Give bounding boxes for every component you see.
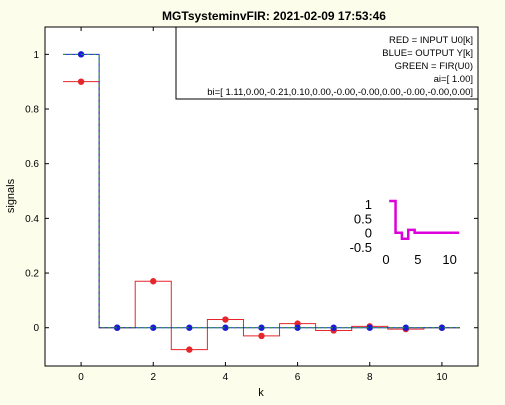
inset-y-tick-label-2: 0 — [365, 226, 372, 241]
annotation-box: RED = INPUT U0[k] BLUE= OUTPUT Y[k] GREE… — [175, 26, 479, 100]
y-axis-label: signals — [5, 178, 17, 213]
inset-x-tick-label-0: 0 — [382, 252, 389, 267]
series-output-point-9 — [402, 324, 410, 331]
series-output-point-2 — [150, 324, 157, 331]
series-output-point-1 — [113, 324, 121, 331]
series-output-point-6 — [294, 324, 301, 331]
series-output-point-8 — [366, 324, 373, 331]
inset-series-stairs — [389, 199, 460, 240]
annotation-line-1: RED = INPUT U0[k] — [389, 35, 473, 46]
y-tick-label-0: 0 — [33, 323, 39, 334]
series-output-point-5 — [258, 324, 265, 331]
x-tick-label-4: 8 — [367, 372, 373, 383]
chart-title: MGTsysteminvFIR: 2021-02-09 17:53:46 — [162, 9, 386, 23]
series-output-point-4 — [222, 324, 229, 331]
annotation-line-4: ai=[ 1.00] — [434, 74, 473, 85]
inset-chart: 10.50-0.50 5 10 — [350, 197, 460, 267]
series-input-point-2 — [150, 278, 157, 285]
annotation-line-2: BLUE= OUTPUT Y[k] — [382, 48, 473, 59]
x-tick-label-2: 4 — [223, 372, 229, 383]
series-output-point-10 — [438, 324, 446, 331]
annotation-box-frame — [175, 26, 479, 100]
inset-x-tick-label-2: 10 — [442, 252, 456, 267]
series-input-point-5 — [258, 332, 265, 340]
series-layer — [63, 51, 460, 353]
x-tick-label-5: 10 — [436, 372, 448, 383]
series-input-point-4 — [222, 316, 229, 323]
y-tick-label-1: 0.2 — [25, 269, 39, 280]
x-tick-label-3: 6 — [295, 372, 301, 383]
series-output-point-7 — [330, 324, 337, 331]
y-tick-label-5: 1 — [33, 50, 39, 61]
inset-x-tick-label-1: 5 — [414, 252, 421, 267]
y-tick-label-4: 0.8 — [25, 105, 39, 116]
y-tick-label-3: 0.6 — [25, 159, 39, 170]
x-axis-label: k — [258, 387, 264, 399]
annotation-line-5: bi=[ 1.11,0.00,-0.21,0.10,0.00,-0.00,-0.… — [207, 87, 473, 98]
y-tick-label-2: 0.4 — [25, 214, 39, 225]
inset-y-tick-label-1: 0.5 — [354, 211, 372, 226]
inset-y-tick-label-3: -0.5 — [350, 240, 372, 255]
inset-y-tick-label-0: 1 — [365, 197, 372, 212]
series-output-stairs — [63, 53, 460, 329]
x-tick-label-1: 2 — [150, 372, 156, 383]
series-input-point-3 — [186, 346, 193, 353]
annotation-line-3: GREEN = FIR(U0) — [395, 61, 473, 72]
x-tick-label-0: 0 — [78, 372, 84, 383]
series-output-point-3 — [186, 324, 193, 331]
series-input-point-0 — [77, 78, 85, 85]
